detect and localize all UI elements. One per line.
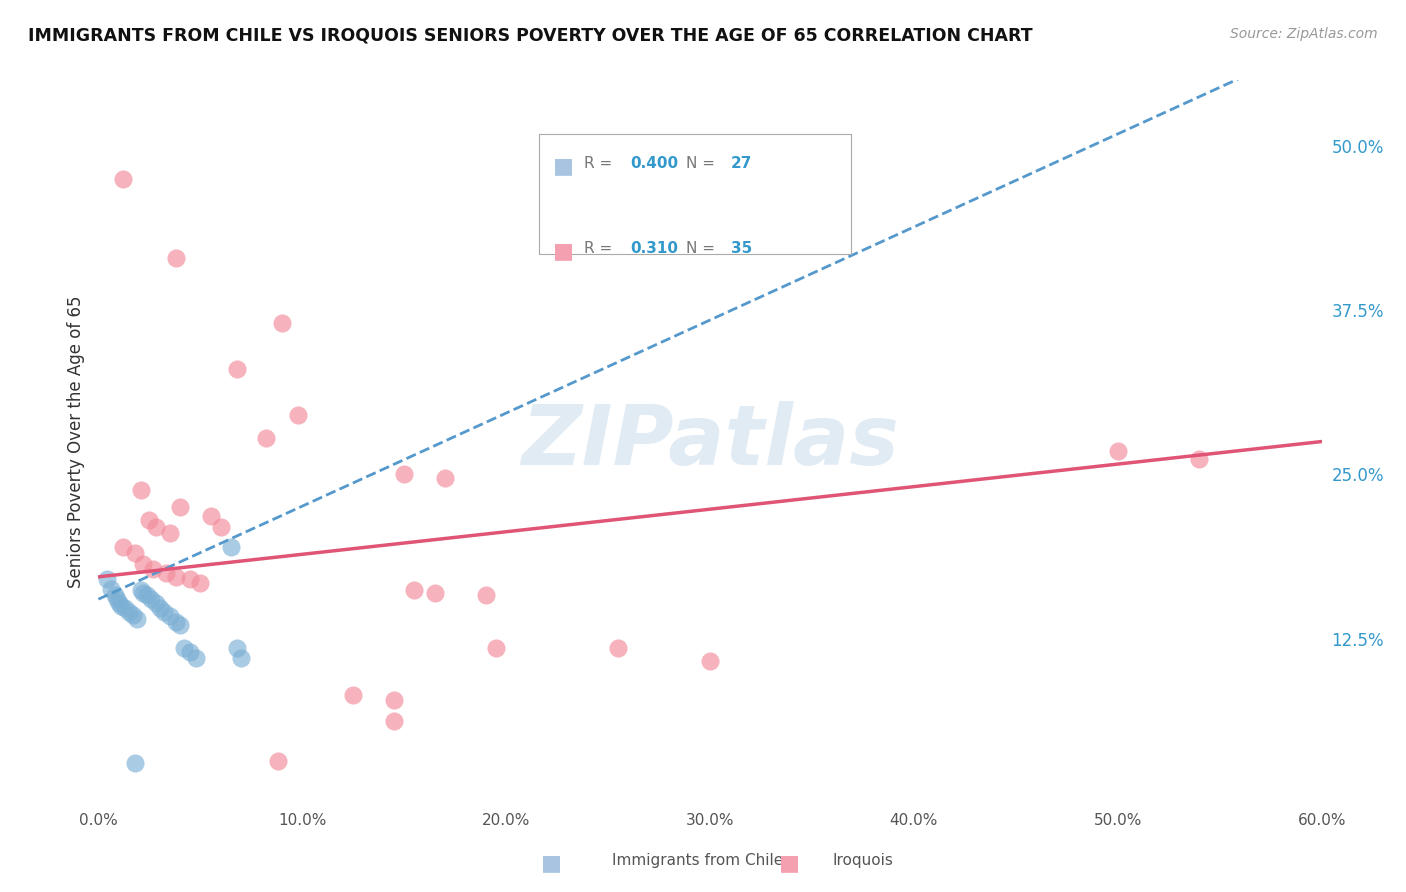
Point [1188,451,1211,466]
Point [342,688,364,702]
Point [136,588,159,602]
Text: 0.310: 0.310 [630,241,679,256]
Point [188,576,212,591]
Point [127,612,149,626]
Point [165,615,187,629]
Text: Immigrants from Chile: Immigrants from Chile [612,854,783,869]
Point [124,546,146,560]
Point [141,592,163,607]
Point [114,601,136,615]
Point [392,467,416,482]
Text: 35: 35 [731,241,752,256]
Point [165,251,187,265]
Point [287,409,309,423]
Y-axis label: Seniors Poverty Over the Age of 65: Seniors Poverty Over the Age of 65 [66,295,84,588]
Point [607,640,630,655]
Point [159,609,181,624]
Point [270,316,294,330]
Point [226,362,249,376]
Point [145,596,167,610]
Point [122,607,145,622]
Text: IMMIGRANTS FROM CHILE VS IROQUOIS SENIORS POVERTY OVER THE AGE OF 65 CORRELATION: IMMIGRANTS FROM CHILE VS IROQUOIS SENIOR… [28,27,1033,45]
Point [100,582,122,596]
Point [179,645,201,659]
Point [138,513,160,527]
Text: N =: N = [686,156,720,171]
Point [434,471,457,485]
Text: ■: ■ [779,854,800,873]
Text: ■: ■ [554,241,575,260]
Point [108,596,131,610]
Text: ZIPatlas: ZIPatlas [522,401,898,482]
Point [219,540,242,554]
Point [404,582,426,597]
Point [1107,443,1129,458]
Point [254,431,277,445]
Text: 0.400: 0.400 [630,156,679,171]
Text: 27: 27 [731,156,752,171]
Point [110,599,132,613]
Point [474,588,498,602]
Text: R =: R = [583,241,617,256]
Text: N =: N = [686,241,720,256]
Point [169,618,191,632]
Point [111,171,134,186]
Point [173,640,195,655]
Text: Iroquois: Iroquois [832,854,893,869]
Point [104,588,127,602]
Point [226,640,249,655]
Point [152,605,174,619]
Point [118,605,141,619]
Point [267,754,290,768]
Point [111,540,134,554]
Point [155,566,177,580]
Text: ■: ■ [540,854,561,873]
Point [165,570,187,584]
Point [231,651,253,665]
Point [124,756,146,771]
Point [169,500,191,515]
Point [423,585,446,599]
Point [382,693,405,707]
Point [179,573,201,587]
Point [382,714,405,729]
Point [699,654,721,668]
Point [132,585,155,599]
Point [105,592,128,607]
Point [129,483,152,497]
Point [200,509,222,524]
Point [142,562,165,576]
Point [96,573,118,587]
Point [209,520,232,534]
FancyBboxPatch shape [538,135,851,253]
Point [132,557,155,571]
Text: ■: ■ [554,156,575,176]
Point [129,582,152,597]
Text: Source: ZipAtlas.com: Source: ZipAtlas.com [1230,27,1378,41]
Point [145,520,167,534]
Text: R =: R = [583,156,617,171]
Point [159,526,181,541]
Point [186,651,208,665]
Point [485,640,508,655]
Point [149,601,172,615]
